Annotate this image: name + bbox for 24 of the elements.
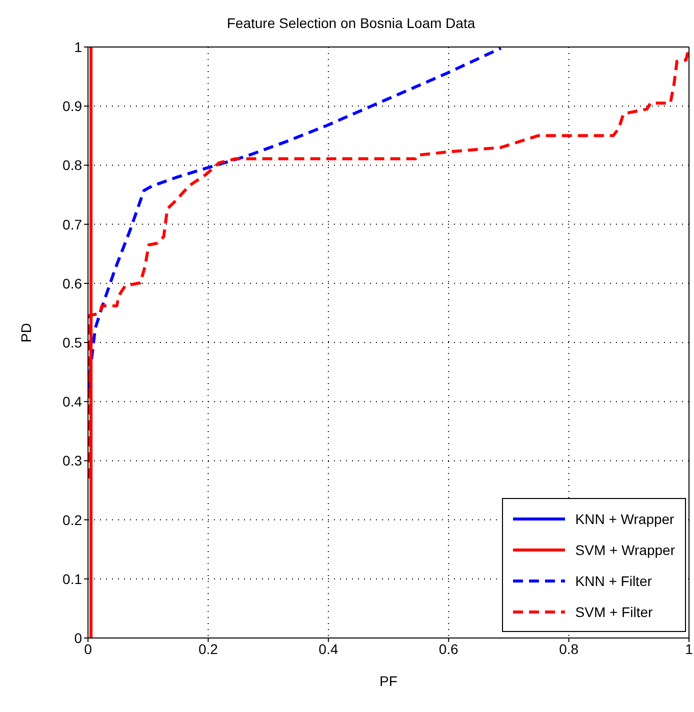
legend-label: KNN + Wrapper bbox=[575, 510, 674, 526]
y-tick-label: 0 bbox=[74, 630, 82, 646]
legend-label: SVM + Filter bbox=[575, 604, 653, 620]
y-tick-label: 0.2 bbox=[62, 512, 82, 528]
y-tick-label: 0.1 bbox=[62, 570, 82, 587]
y-tick-label: 0.3 bbox=[62, 452, 82, 469]
x-tick-label: 0.6 bbox=[438, 640, 459, 657]
chart-title: Feature Selection on Bosnia Loam Data bbox=[226, 14, 476, 33]
y-tick-label: 0.6 bbox=[62, 275, 82, 292]
y-axis-title: PD bbox=[18, 323, 34, 342]
y-tick-label: 0.5 bbox=[62, 334, 82, 350]
x-axis-title: PF bbox=[380, 673, 398, 689]
x-tick-label: 0 bbox=[84, 640, 92, 657]
y-tick-label: 1 bbox=[74, 38, 82, 55]
y-tick-label: 0.9 bbox=[62, 98, 82, 114]
y-tick-label: 0.8 bbox=[62, 157, 82, 174]
x-tick-label: 1 bbox=[685, 640, 694, 657]
legend-label: KNN + Filter bbox=[575, 572, 652, 588]
legend-label: SVM + Wrapper bbox=[575, 542, 675, 558]
y-tick-label: 0.4 bbox=[62, 394, 82, 410]
y-tick-label: 0.7 bbox=[62, 216, 82, 232]
x-tick-label: 0.8 bbox=[559, 640, 579, 657]
x-tick-label: 0.4 bbox=[318, 640, 338, 657]
x-tick-label: 0.2 bbox=[198, 640, 218, 657]
